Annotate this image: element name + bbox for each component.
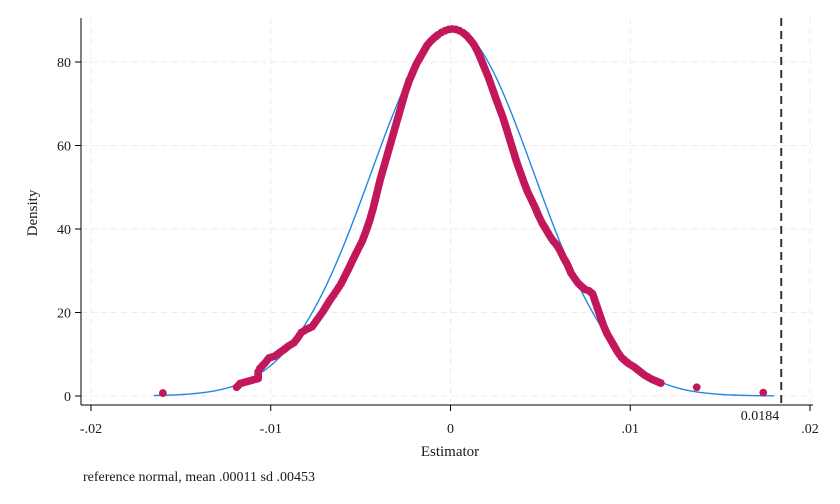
x-tick-label: -.01: [260, 422, 282, 437]
reference-line-label: 0.0184: [741, 409, 780, 424]
reference-normal-curve: [153, 27, 775, 397]
data-point: [159, 389, 167, 397]
x-tick-label: .01: [622, 422, 640, 437]
y-tick-label: 80: [57, 56, 71, 71]
x-axis-label: Estimator: [421, 444, 479, 460]
data-point: [759, 388, 768, 397]
x-tick-label: -.02: [80, 422, 102, 437]
reference-normal-layer: [153, 27, 775, 397]
data-point: [692, 383, 701, 392]
y-tick-label: 0: [64, 390, 71, 405]
y-tick-label: 20: [57, 307, 71, 322]
y-axis-label: Density: [25, 189, 41, 236]
axes: 0 20 40 60 80 -.02 -.01 0 .01 .02: [57, 18, 819, 437]
y-tick-label: 40: [57, 223, 71, 238]
x-tick-label: .02: [801, 422, 819, 437]
chart-note: reference normal, mean .00011 sd .00453: [83, 470, 315, 485]
reference-line-layer: 0.0184: [741, 18, 783, 424]
x-tick-label: 0: [447, 422, 454, 437]
grid-lines: [81, 18, 813, 405]
y-tick-label: 60: [57, 140, 71, 155]
data-points: [159, 25, 768, 397]
data-point: [656, 379, 665, 387]
